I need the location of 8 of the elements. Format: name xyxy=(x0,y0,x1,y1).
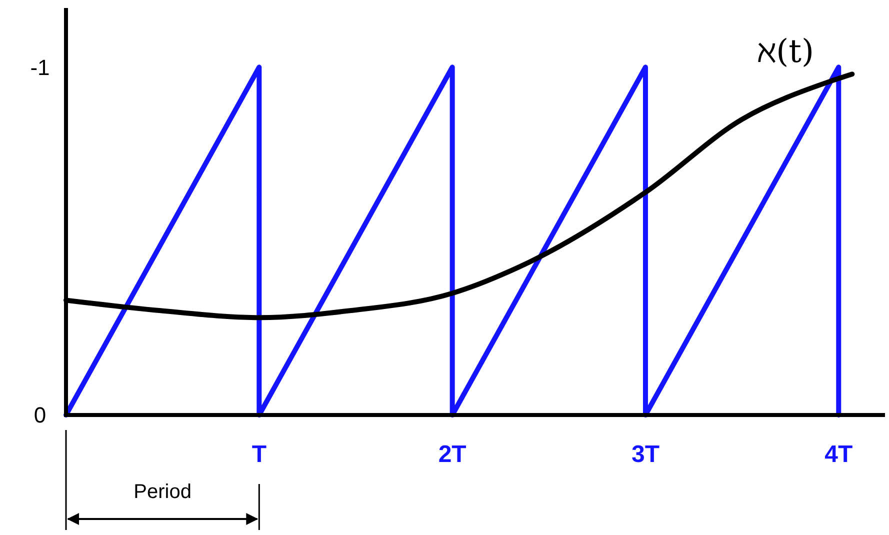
series-label: ℵ(t) xyxy=(757,32,814,70)
x-tick-label: T xyxy=(252,441,267,468)
x-tick-label: 4T xyxy=(824,441,853,468)
y-tick-label: -1 xyxy=(30,54,50,80)
x-tick-label: 3T xyxy=(631,441,660,468)
text: Period xyxy=(134,481,192,503)
x-tick-label: 2T xyxy=(438,441,467,468)
y-tick-label: 0 xyxy=(34,402,46,428)
